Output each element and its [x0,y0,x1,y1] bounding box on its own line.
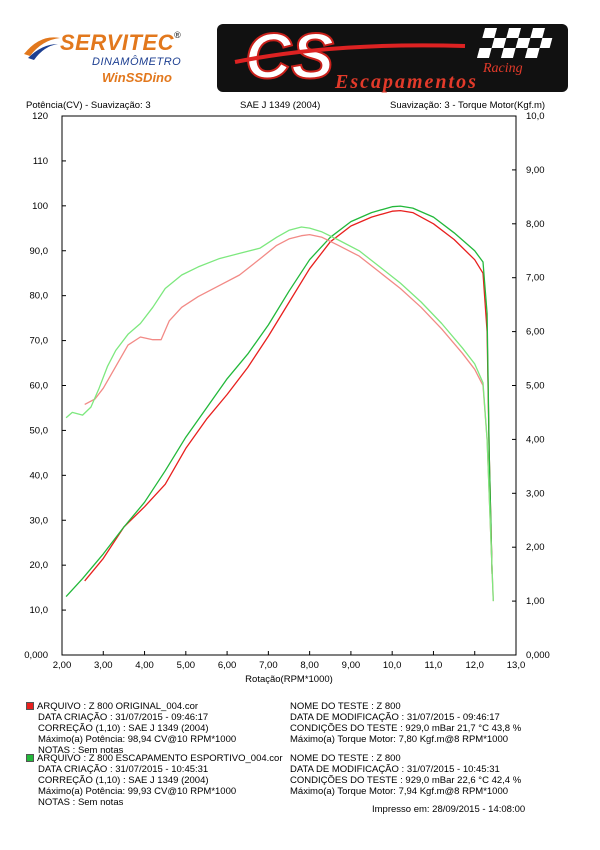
cs-logo-graphic: CS Escapamentos Racing [215,19,570,94]
right-tick-label: 1,00 [526,596,545,607]
printed-timestamp: Impresso em: 28/09/2015 - 14:08:00 [372,804,526,815]
test2-data-modificacao: DATA DE MODIFICAÇÃO : 31/07/2015 - 10:45… [290,764,500,775]
cs-logo-script: Racing [482,61,523,76]
bottom-tick-label: 10,0 [383,660,402,671]
test1-max-potencia: Máximo(a) Potência: 98,94 CV@10 RPM*1000 [38,734,237,745]
left-tick-label: 80,0 [30,291,49,302]
left-tick-label: 40,0 [30,470,49,481]
test1-data-modificacao: DATA DE MODIFICAÇÃO : 31/07/2015 - 09:46… [290,712,500,723]
right-tick-label: 8,00 [526,219,545,230]
left-tick-label: 20,0 [30,560,49,571]
test2-condicoes: CONDIÇÕES DO TESTE : 929,0 mBar 22,6 °C … [290,775,522,786]
dyno-chart: 0,000 10,0 20,0 30,0 40,0 50,0 60,0 70,0 80,0 90,… [24,111,550,685]
servitec-logo: SERVITEC® DINAMÔMETRO WinSSDino [22,30,212,90]
left-tick-label: 10,0 [30,605,49,616]
test2-data-criacao: DATA CRIAÇÃO : 31/07/2015 - 10:45:31 [38,764,209,775]
bottom-tick-label: 4,00 [135,660,154,671]
standard-title: SAE J 1349 (2004) [240,100,321,111]
test2-notas: NOTAS : Sem notas [38,797,124,808]
left-axis-title: Potência(CV) - Suavização: 3 [26,100,151,111]
bottom-tick-label: 2,00 [53,660,72,671]
right-tick-label: 4,00 [526,434,545,445]
test1-condicoes: CONDIÇÕES DO TESTE : 929,0 mBar 21,7 °C … [290,723,522,734]
test1-arquivo: ARQUIVO : Z 800 ORIGINAL_004.cor [26,701,198,712]
servitec-subtitle: DINAMÔMETRO [92,56,182,68]
cs-logo-tagline: Escapamentos [334,71,478,93]
bottom-tick-label: 8,00 [300,660,319,671]
bottom-tick-label: 12,0 [465,660,484,671]
left-tick-label: 120 [32,111,48,122]
right-axis-title: Suavização: 3 - Torque Motor(Kgf.m) [390,100,546,111]
series-line-4-torque [65,226,494,602]
test2-arquivo: ARQUIVO : Z 800 ESCAPAMENTO ESPORTIVO_00… [26,753,283,764]
right-tick-label: 7,00 [526,273,545,284]
bottom-tick-label: 6,00 [218,660,237,671]
servitec-brand: SERVITEC® [60,30,182,55]
right-tick-label: 5,00 [526,381,545,392]
test2-color-swatch [26,754,34,762]
test1-nome-teste: NOME DO TESTE : Z 800 [290,701,401,712]
plot-area [61,115,517,656]
series-line-1-power [84,209,493,582]
test2-correcao: CORREÇÃO (1,10) : SAE J 1349 (2004) [38,775,209,786]
left-tick-label: 0,000 [24,650,48,661]
test2-max-torque: Máximo(a) Torque Motor: 7,94 Kgf.m@8 RPM… [290,786,509,797]
test1-correcao: CORREÇÃO (1,10) : SAE J 1349 (2004) [38,723,209,734]
test1-color-swatch [26,702,34,710]
test2-nome-teste: NOME DO TESTE : Z 800 [290,753,401,764]
right-tick-label: 9,00 [526,165,545,176]
left-tick-label: 110 [33,156,48,167]
left-tick-label: 30,0 [30,515,49,526]
bottom-tick-label: 9,00 [342,660,361,671]
series-line-2-power [65,205,493,598]
right-tick-label: 6,00 [526,327,545,338]
servitec-software: WinSSDino [102,70,172,85]
bottom-tick-label: 3,00 [94,660,113,671]
left-tick-label: 90,0 [30,246,49,257]
test2-max-potencia: Máximo(a) Potência: 99,93 CV@10 RPM*1000 [38,786,237,797]
x-axis-label: Rotação(RPM*1000) [245,674,333,685]
left-tick-label: 50,0 [30,425,49,436]
right-tick-label: 2,00 [526,542,545,553]
test1-max-torque: Máximo(a) Torque Motor: 7,80 Kgf.m@8 RPM… [290,734,509,745]
servitec-swoosh-icon [24,37,60,60]
left-tick-label: 100 [32,201,48,212]
cs-escapamentos-logo: CS Escapamentos Racing [215,19,570,94]
bottom-tick-label: 13,0 [507,660,526,671]
right-tick-label: 0,000 [526,650,550,661]
bottom-tick-label: 5,00 [177,660,196,671]
left-tick-label: 70,0 [30,336,49,347]
bottom-tick-label: 11,0 [425,660,443,671]
right-tick-label: 10,0 [526,111,545,122]
series-line-3-torque [84,233,494,602]
bottom-tick-label: 7,00 [259,660,278,671]
right-tick-label: 3,00 [526,488,545,499]
test1-data-criacao: DATA CRIAÇÃO : 31/07/2015 - 09:46:17 [38,712,209,723]
test1-notas: NOTAS : Sem notas [38,745,124,756]
left-tick-label: 60,0 [30,381,49,392]
